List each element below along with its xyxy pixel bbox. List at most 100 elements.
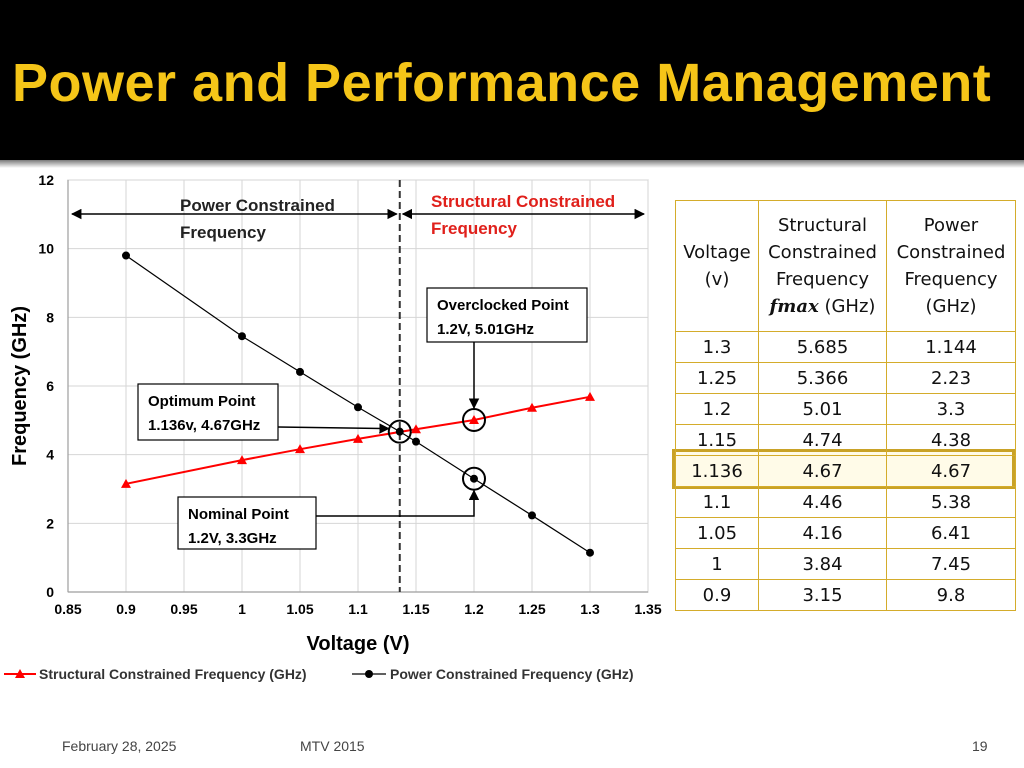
table-row: 1.3 5.685 1.144 — [675, 331, 1016, 363]
fmax-symbol: fmax — [769, 296, 819, 317]
table-row: 1.1 4.46 5.38 — [675, 486, 1016, 518]
cell-voltage: 1.25 — [675, 362, 759, 394]
cell-power: 3.3 — [886, 393, 1016, 425]
table-row: 1.25 5.366 2.23 — [675, 362, 1016, 394]
x-tick-label: 1.35 — [634, 601, 661, 617]
optimum-point-box — [137, 383, 279, 441]
cell-structural: 5.366 — [758, 362, 887, 394]
y-tick-label: 8 — [46, 309, 54, 325]
x-tick-label: 1.15 — [402, 601, 429, 617]
header-structural-line: Frequency — [776, 269, 869, 290]
y-tick-label: 4 — [46, 447, 54, 463]
overclocked-point-label: Overclocked Point — [437, 297, 569, 314]
power-data-point — [296, 367, 304, 376]
power-data-point — [412, 437, 420, 446]
legend-power-label: Power Constrained Frequency (GHz) — [390, 666, 633, 682]
header-voltage-line: (v) — [704, 269, 730, 290]
header-structural-line: Structural — [777, 215, 868, 236]
nominal-point-label: 1.2V, 3.3GHz — [188, 530, 277, 547]
header-voltage: Voltage (v) — [675, 200, 759, 332]
y-tick-label: 12 — [38, 172, 54, 188]
cell-structural: 4.16 — [758, 517, 887, 549]
footer-date: February 28, 2025 — [62, 738, 177, 754]
x-tick-label: 0.95 — [170, 601, 197, 617]
power-region-label: Power Constrained — [180, 196, 335, 215]
header-structural-unit: (GHz) — [818, 296, 876, 317]
nominal-point-box — [177, 496, 317, 550]
table-row-optimum: 1.136 4.67 4.67 — [675, 455, 1016, 487]
y-tick-label: 2 — [46, 515, 54, 531]
structural-data-point — [527, 402, 537, 412]
cell-voltage: 1 — [675, 548, 759, 580]
nominal-point-label: Nominal Point — [188, 506, 289, 523]
y-tick-label: 10 — [38, 241, 54, 257]
header-structural: Structural Constrained Frequency fmax (G… — [758, 200, 887, 332]
cell-power: 6.41 — [886, 517, 1016, 549]
optimum-arrow — [277, 423, 390, 434]
header-structural-line: Constrained — [768, 242, 877, 263]
structural-data-point — [411, 424, 421, 434]
x-tick-label: 1.3 — [580, 601, 600, 617]
cell-voltage: 1.05 — [675, 517, 759, 549]
cell-voltage: 0.9 — [675, 579, 759, 611]
cell-power: 7.45 — [886, 548, 1016, 580]
power-data-point — [528, 511, 536, 520]
structural-region-label: Frequency — [431, 219, 518, 238]
table-row: 1.05 4.16 6.41 — [675, 517, 1016, 549]
header-power-line: Power — [923, 215, 979, 236]
cell-structural: 3.84 — [758, 548, 887, 580]
header-power: Power Constrained Frequency (GHz) — [886, 200, 1016, 332]
cell-power: 4.67 — [886, 455, 1016, 487]
structural-region-label: Structural Constrained — [431, 192, 615, 211]
power-data-point — [586, 548, 594, 557]
cell-voltage: 1.136 — [675, 455, 759, 487]
x-tick-label: 1.1 — [348, 601, 368, 617]
nominal-arrow — [316, 489, 480, 517]
power-data-point — [470, 474, 478, 483]
x-tick-label: 1 — [238, 601, 246, 617]
cell-power: 2.23 — [886, 362, 1016, 394]
overclocked-point-label: 1.2V, 5.01GHz — [437, 321, 534, 338]
legend-power-swatch-marker — [365, 670, 373, 678]
optimum-point-label: Optimum Point — [148, 393, 256, 410]
x-axis-label: Voltage (V) — [307, 633, 410, 655]
cell-structural: 4.67 — [758, 455, 887, 487]
footer-center: MTV 2015 — [300, 738, 365, 754]
frequency-table: Voltage (v) Structural Constrained Frequ… — [675, 200, 1016, 611]
cell-voltage: 1.2 — [675, 393, 759, 425]
y-axis-label: Frequency (GHz) — [9, 306, 31, 466]
power-data-point — [238, 332, 246, 341]
structural-data-point — [585, 391, 595, 401]
cell-power: 5.38 — [886, 486, 1016, 518]
header-power-line: Frequency — [904, 269, 998, 290]
power-data-point — [122, 251, 130, 260]
cell-structural: 4.74 — [758, 424, 887, 456]
title-divider — [0, 160, 1024, 168]
header-voltage-line: Voltage — [683, 242, 751, 263]
slide-title: Power and Performance Management — [12, 53, 992, 113]
y-tick-label: 0 — [46, 584, 54, 600]
legend-structural-swatch-marker — [15, 669, 25, 678]
header-power-line: Constrained — [896, 242, 1006, 263]
legend-structural-label: Structural Constrained Frequency (GHz) — [39, 666, 307, 682]
header-structural-unit-line: fmax (GHz) — [759, 293, 886, 320]
cell-power: 9.8 — [886, 579, 1016, 611]
cell-voltage: 1.3 — [675, 331, 759, 363]
cell-power: 1.144 — [886, 331, 1016, 363]
optimum-point-ring — [387, 419, 412, 444]
optimum-point-label: 1.136v, 4.67GHz — [148, 417, 260, 434]
page-number: 19 — [972, 738, 988, 754]
cell-voltage: 1.1 — [675, 486, 759, 518]
x-tick-label: 0.85 — [54, 601, 81, 617]
power-data-point — [354, 403, 362, 412]
cell-structural: 5.685 — [758, 331, 887, 363]
x-tick-label: 1.25 — [518, 601, 545, 617]
x-tick-label: 1.2 — [464, 601, 484, 617]
frequency-voltage-chart: 0.85 0.9 0.95 1 1.05 1.1 1.15 1.2 1.25 1.3 1.35 0 2 4… — [4, 172, 662, 682]
cell-structural: 3.15 — [758, 579, 887, 611]
table-row: 0.9 3.15 9.8 — [675, 579, 1016, 611]
power-region-label: Frequency — [180, 223, 267, 242]
table-row: 1.15 4.74 4.38 — [675, 424, 1016, 456]
structural-data-point — [353, 433, 363, 443]
x-tick-label: 1.05 — [286, 601, 313, 617]
